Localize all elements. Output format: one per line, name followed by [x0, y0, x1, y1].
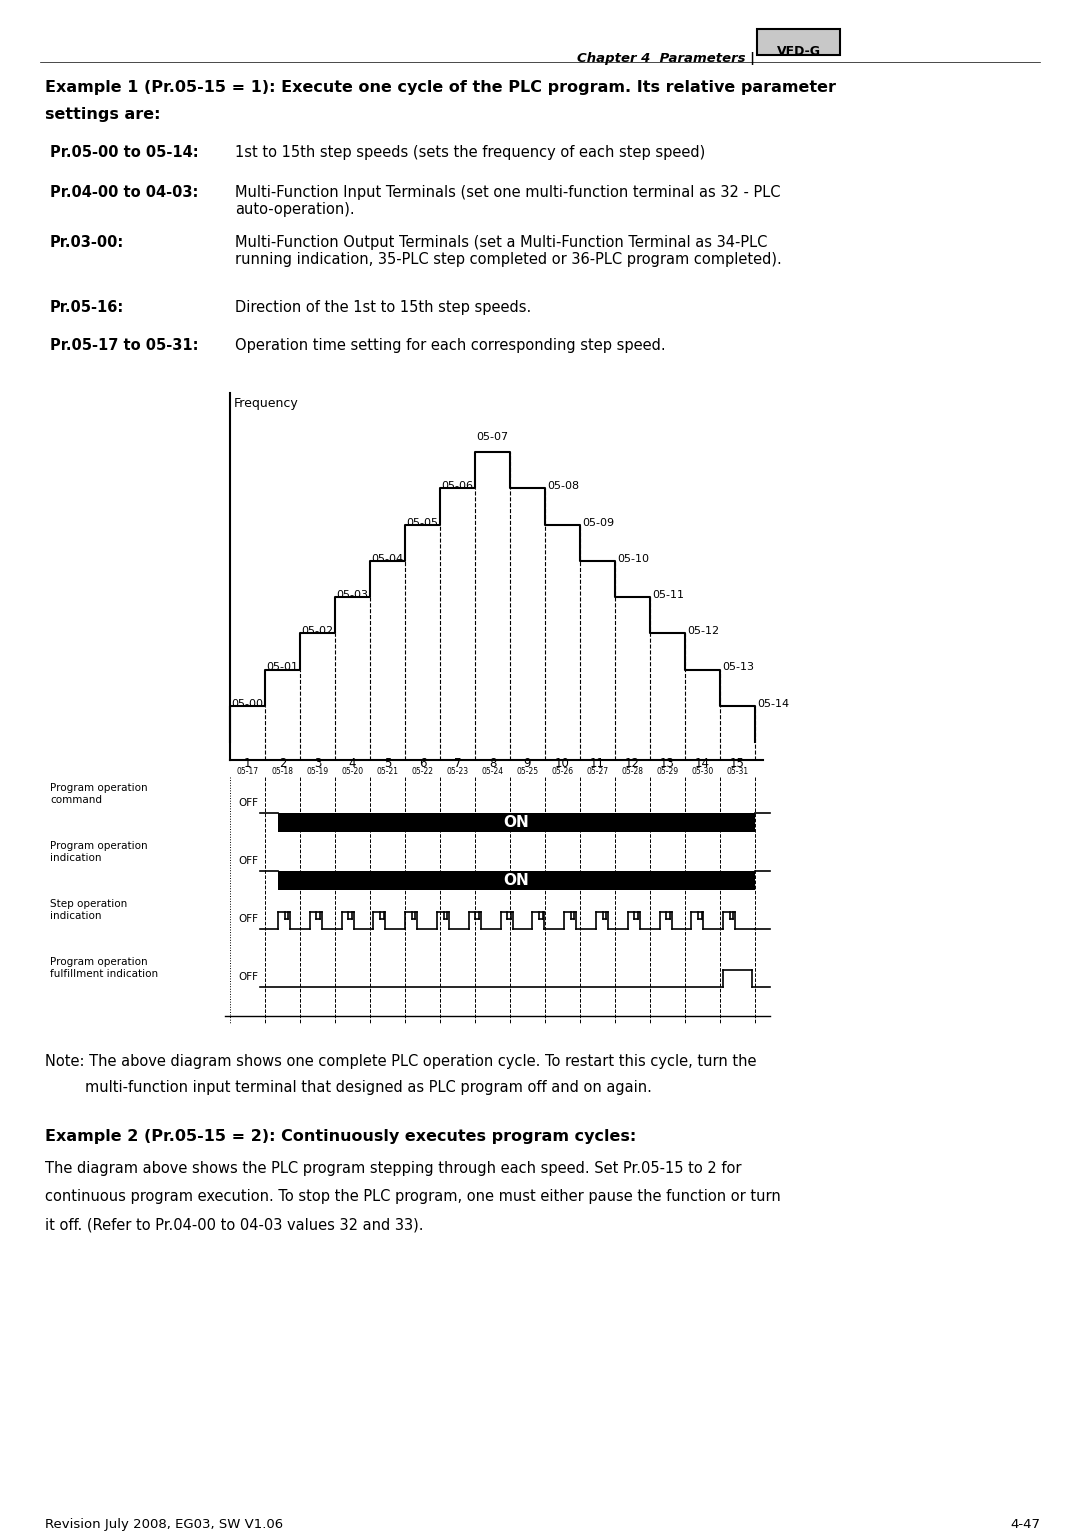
Text: 05-12: 05-12	[687, 626, 719, 637]
Text: OFF: OFF	[238, 856, 258, 867]
Text: Pr.05-16:: Pr.05-16:	[50, 301, 124, 314]
Text: 1: 1	[244, 756, 252, 770]
Text: 10: 10	[555, 756, 570, 770]
Text: ON: ON	[503, 873, 529, 888]
Text: 9: 9	[524, 756, 531, 770]
Text: continuous program execution. To stop the PLC program, one must either pause the: continuous program execution. To stop th…	[45, 1189, 781, 1204]
Text: Direction of the 1st to 15th step speeds.: Direction of the 1st to 15th step speeds…	[235, 301, 531, 314]
Text: Multi-Function Input Terminals (set one multi-function terminal as 32 - PLC
auto: Multi-Function Input Terminals (set one …	[235, 186, 781, 218]
Text: VFD-G: VFD-G	[777, 44, 821, 58]
Text: Program operation
fulfillment indication: Program operation fulfillment indication	[50, 957, 158, 979]
Text: 05-28: 05-28	[621, 767, 644, 776]
Text: it off. (Refer to Pr.04-00 to 04-03 values 32 and 33).: it off. (Refer to Pr.04-00 to 04-03 valu…	[45, 1216, 423, 1232]
Text: 05-14: 05-14	[757, 700, 789, 709]
Text: 05-25: 05-25	[516, 767, 539, 776]
Text: 8: 8	[489, 756, 496, 770]
Text: 05-27: 05-27	[586, 767, 608, 776]
Text: 05-26: 05-26	[552, 767, 573, 776]
Text: OFF: OFF	[238, 973, 258, 982]
Text: Note: The above diagram shows one complete PLC operation cycle. To restart this : Note: The above diagram shows one comple…	[45, 1054, 756, 1069]
Text: Program operation
command: Program operation command	[50, 782, 148, 805]
Text: 05-03: 05-03	[336, 591, 368, 600]
Text: 11: 11	[590, 756, 605, 770]
Text: 4: 4	[349, 756, 356, 770]
Bar	[278, 871, 755, 890]
Text: 05-10: 05-10	[617, 554, 649, 565]
Text: Pr.03-00:: Pr.03-00:	[50, 235, 124, 250]
Text: Frequency: Frequency	[234, 397, 299, 410]
Text: Chapter 4  Parameters |: Chapter 4 Parameters |	[577, 52, 755, 64]
Text: 05-01: 05-01	[266, 663, 298, 672]
Text: 05-19: 05-19	[307, 767, 328, 776]
Text: settings are:: settings are:	[45, 107, 161, 123]
Text: 05-06: 05-06	[441, 482, 473, 491]
Text: 05-29: 05-29	[657, 767, 678, 776]
Text: 05-13: 05-13	[723, 663, 754, 672]
Text: Revision July 2008, EG03, SW V1.06: Revision July 2008, EG03, SW V1.06	[45, 1519, 283, 1531]
Text: 05-04: 05-04	[370, 554, 403, 565]
Text: Pr.04-00 to 04-03:: Pr.04-00 to 04-03:	[50, 186, 199, 199]
Text: Operation time setting for each corresponding step speed.: Operation time setting for each correspo…	[235, 337, 665, 353]
Text: 05-31: 05-31	[727, 767, 748, 776]
Bar	[278, 813, 755, 831]
Text: 12: 12	[625, 756, 640, 770]
Text: OFF: OFF	[238, 798, 258, 808]
Text: 05-23: 05-23	[446, 767, 469, 776]
Text: multi-function input terminal that designed as PLC program off and on again.: multi-function input terminal that desig…	[85, 1080, 652, 1095]
Text: 2: 2	[279, 756, 286, 770]
Text: 05-07: 05-07	[476, 433, 509, 442]
Text: 05-00: 05-00	[231, 700, 264, 709]
Text: 05-18: 05-18	[271, 767, 294, 776]
Text: Multi-Function Output Terminals (set a Multi-Function Terminal as 34-PLC
running: Multi-Function Output Terminals (set a M…	[235, 235, 782, 267]
Text: ON: ON	[503, 815, 529, 830]
Text: 05-02: 05-02	[301, 626, 333, 637]
Text: 05-22: 05-22	[411, 767, 433, 776]
Text: The diagram above shows the PLC program stepping through each speed. Set Pr.05-1: The diagram above shows the PLC program …	[45, 1161, 742, 1177]
Bar	[757, 29, 840, 55]
Text: Step operation
indication: Step operation indication	[50, 899, 127, 920]
Text: Program operation
indication: Program operation indication	[50, 841, 148, 862]
Text: Pr.05-00 to 05-14:: Pr.05-00 to 05-14:	[50, 146, 199, 160]
Text: 05-05: 05-05	[406, 517, 438, 528]
Text: 05-11: 05-11	[652, 591, 684, 600]
Text: 7: 7	[454, 756, 461, 770]
Text: 1st to 15th step speeds (sets the frequency of each step speed): 1st to 15th step speeds (sets the freque…	[235, 146, 705, 160]
Text: 05-24: 05-24	[482, 767, 503, 776]
Text: 05-20: 05-20	[341, 767, 364, 776]
Text: 4-47: 4-47	[1010, 1519, 1040, 1531]
Text: 05-17: 05-17	[237, 767, 258, 776]
Text: 05-08: 05-08	[546, 482, 579, 491]
Text: 05-30: 05-30	[691, 767, 714, 776]
Text: 05-09: 05-09	[582, 517, 615, 528]
Text: OFF: OFF	[238, 914, 258, 925]
Text: Pr.05-17 to 05-31:: Pr.05-17 to 05-31:	[50, 337, 199, 353]
Text: 14: 14	[696, 756, 710, 770]
Text: 13: 13	[660, 756, 675, 770]
Text: 5: 5	[383, 756, 391, 770]
Text: 6: 6	[419, 756, 427, 770]
Text: Example 1 (Pr.05-15 = 1): Execute one cycle of the PLC program. Its relative par: Example 1 (Pr.05-15 = 1): Execute one cy…	[45, 80, 836, 95]
Text: 15: 15	[730, 756, 745, 770]
Text: 05-21: 05-21	[377, 767, 399, 776]
Text: Example 2 (Pr.05-15 = 2): Continuously executes program cycles:: Example 2 (Pr.05-15 = 2): Continuously e…	[45, 1129, 636, 1144]
Text: 3: 3	[314, 756, 321, 770]
